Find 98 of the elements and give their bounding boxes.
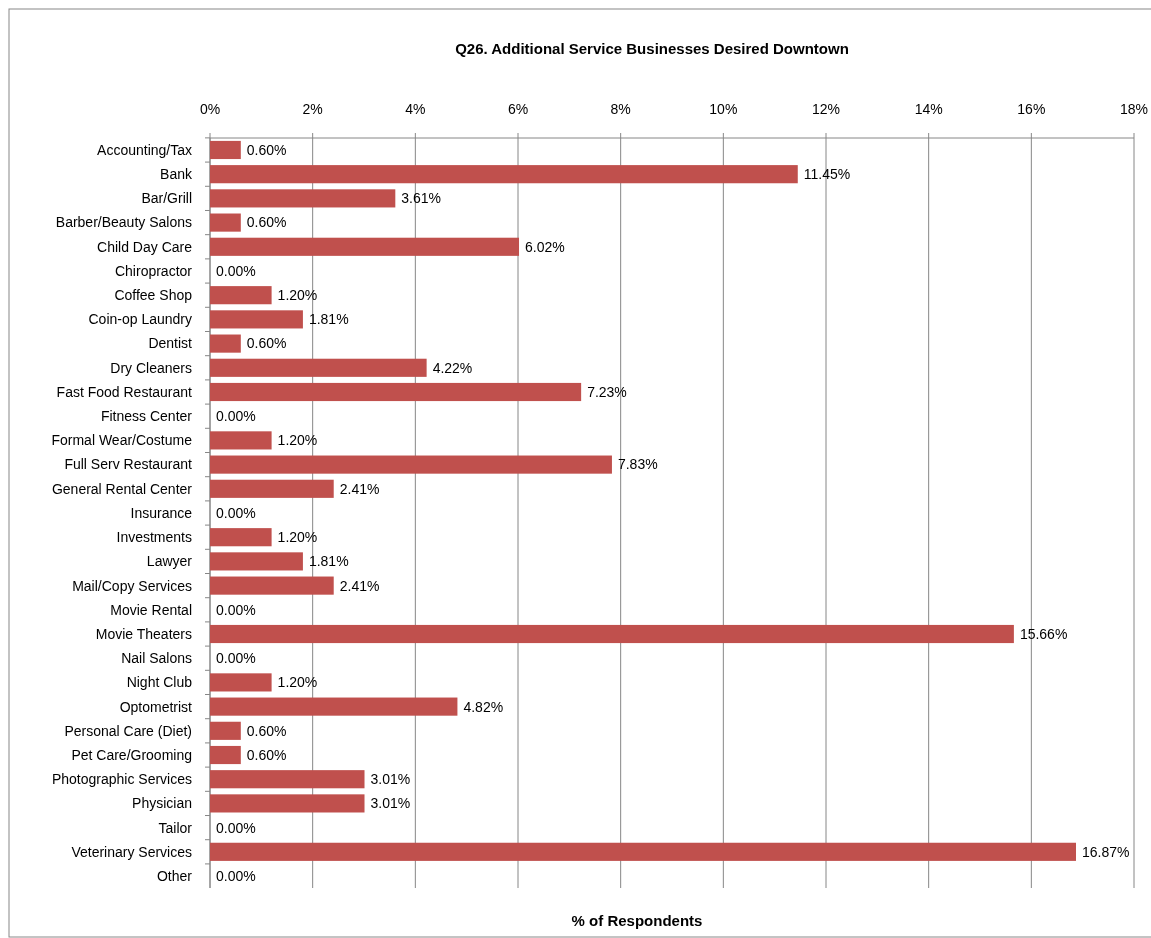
bar	[210, 697, 458, 716]
y-tick-label: General Rental Center	[51, 480, 193, 497]
x-tick-label: 18%	[1119, 101, 1149, 117]
data-label: 0.00%	[216, 650, 256, 667]
y-tick-label: Formal Wear/Costume	[51, 432, 193, 449]
data-label: 0.60%	[246, 722, 287, 739]
y-tick-label: Photographic Services	[51, 771, 192, 788]
data-label: 6.02%	[525, 238, 565, 255]
data-label: 0.00%	[216, 408, 256, 425]
bar	[210, 140, 241, 160]
chart-title: Q26. Additional Service Businesses Desired Downtown	[455, 40, 849, 57]
data-label: 0.00%	[216, 819, 256, 836]
y-tick-label: Mail/Copy Services	[72, 577, 192, 594]
x-tick-label: 14%	[914, 101, 943, 117]
bar	[210, 624, 1014, 644]
bar	[210, 334, 241, 353]
bar	[210, 552, 303, 571]
data-label: 2.41%	[339, 577, 380, 594]
data-label: 2.41%	[339, 480, 380, 497]
data-label: 1.81%	[308, 553, 349, 570]
data-label: 16.87%	[1081, 843, 1130, 860]
y-tick-label: Fitness Center	[100, 408, 193, 425]
data-label: 0.60%	[246, 141, 287, 158]
y-tick-label: Dentist	[148, 335, 193, 352]
data-label: 4.82%	[463, 698, 504, 715]
x-axis-title: % of Respondents	[571, 912, 703, 929]
y-tick-label: Movie Theaters	[95, 625, 192, 642]
data-label: 4.22%	[432, 359, 473, 376]
data-label: 1.81%	[308, 311, 349, 328]
data-label: 0.00%	[216, 867, 256, 884]
bar	[210, 382, 582, 402]
y-tick-label: Bank	[160, 166, 193, 183]
x-tick-label: 16%	[1017, 101, 1046, 117]
bar	[210, 286, 272, 305]
y-tick-label: Nail Salons	[121, 650, 192, 667]
y-tick-label: Veterinary Services	[71, 843, 192, 860]
data-label: 7.83%	[617, 456, 658, 473]
y-tick-label: Full Serv Restaurant	[64, 456, 193, 473]
data-label: 0.00%	[216, 504, 256, 521]
bar	[210, 431, 272, 450]
data-label: 7.23%	[587, 383, 627, 400]
data-label: 0.00%	[216, 262, 256, 279]
bar	[210, 310, 303, 329]
bar	[210, 479, 334, 498]
y-tick-label: Other	[156, 867, 193, 884]
data-label: 3.61%	[401, 190, 442, 207]
x-tick-label: 2%	[302, 101, 323, 117]
y-tick-label: Coin-op Laundry	[88, 311, 192, 328]
data-label: 1.20%	[277, 287, 318, 304]
bar	[210, 794, 365, 813]
x-tick-label: 0%	[199, 101, 221, 117]
bar	[210, 165, 798, 184]
y-tick-label: Insurance	[130, 504, 193, 521]
bar	[210, 673, 272, 692]
bar	[210, 213, 241, 232]
y-tick-label: Bar/Grill	[141, 190, 192, 207]
y-tick-label: Child Day Care	[97, 238, 193, 255]
data-label: 3.01%	[370, 795, 411, 812]
data-label: 0.60%	[246, 214, 287, 231]
x-tick-label: 4%	[405, 101, 426, 117]
x-tick-label: 10%	[709, 101, 738, 117]
bar	[210, 237, 520, 256]
x-tick-label: 6%	[507, 101, 529, 117]
y-tick-label: Chiropractor	[114, 262, 193, 279]
y-tick-label: Optometrist	[119, 698, 193, 715]
bar	[210, 189, 396, 208]
y-tick-label: Investments	[116, 529, 192, 546]
y-tick-label: Personal Care (Diet)	[64, 722, 192, 739]
bar	[210, 770, 365, 789]
bar	[210, 721, 241, 740]
y-tick-label: Lawyer	[146, 553, 193, 570]
bar	[210, 528, 272, 547]
data-label: 0.60%	[246, 335, 287, 352]
data-label: 1.20%	[277, 529, 318, 546]
y-tick-label: Tailor	[158, 819, 193, 836]
bar	[210, 842, 1076, 861]
data-label: 11.45%	[803, 166, 851, 183]
data-label: 1.20%	[277, 674, 318, 691]
y-tick-label: Coffee Shop	[114, 287, 193, 304]
data-label: 15.66%	[1019, 625, 1068, 642]
data-label: 0.00%	[216, 601, 256, 618]
y-tick-label: Barber/Beauty Salons	[55, 214, 192, 231]
y-tick-label: Night Club	[126, 674, 193, 691]
x-tick-label: 12%	[811, 101, 841, 117]
data-label: 0.60%	[246, 746, 287, 763]
data-label: 3.01%	[370, 771, 411, 788]
x-tick-label: 8%	[610, 101, 631, 117]
y-tick-label: Movie Rental	[110, 601, 192, 618]
bar	[210, 576, 334, 595]
y-tick-label: Dry Cleaners	[110, 359, 192, 376]
data-label: 1.20%	[277, 432, 318, 449]
y-tick-label: Pet Care/Grooming	[71, 746, 192, 763]
bar	[210, 455, 612, 474]
y-tick-label: Accounting/Tax	[97, 141, 192, 158]
bar	[210, 745, 241, 765]
y-tick-label: Physician	[132, 795, 192, 812]
bar	[210, 358, 427, 377]
y-tick-label: Fast Food Restaurant	[56, 383, 193, 400]
